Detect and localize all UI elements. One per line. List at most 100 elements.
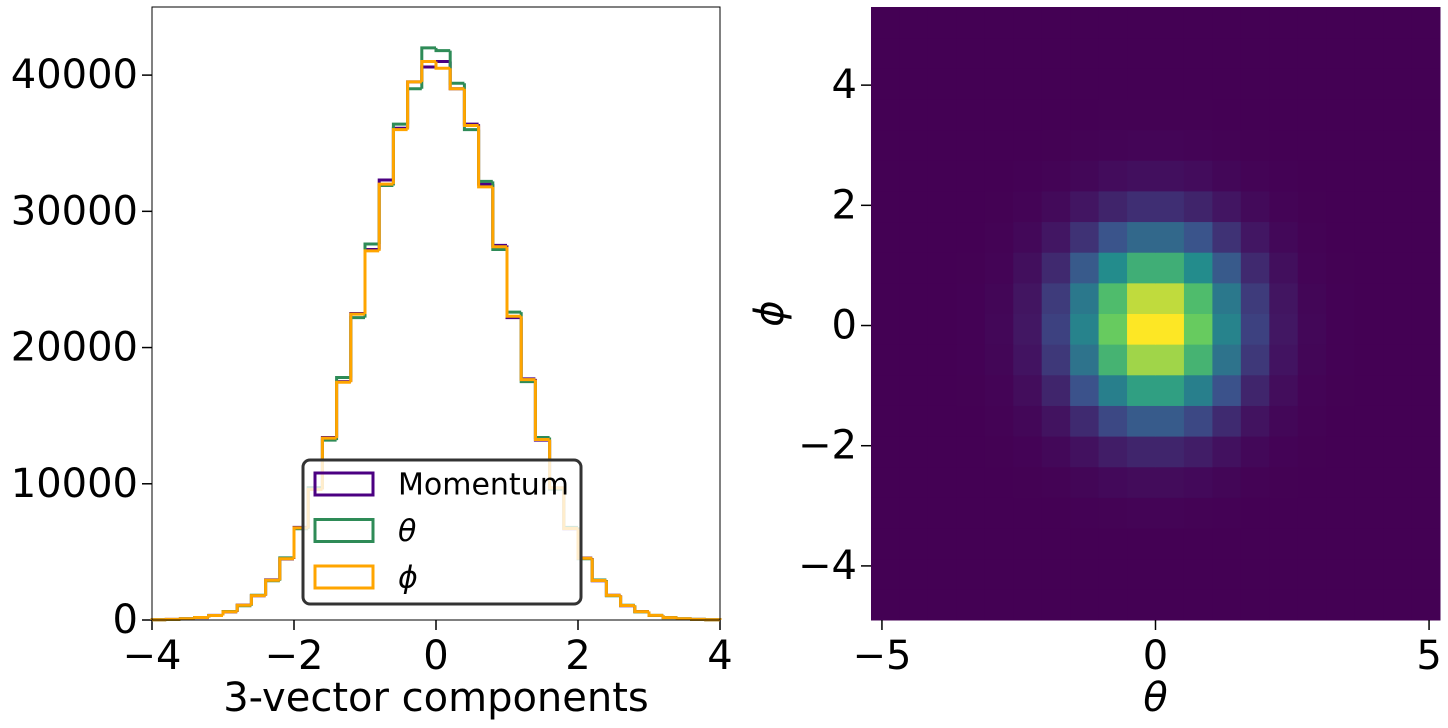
- heatmap-cell: [1013, 98, 1043, 131]
- heatmap-cell: [871, 466, 900, 498]
- heatmap-cell: [1297, 282, 1327, 314]
- histogram-step: [477, 124, 493, 186]
- heatmap-cell: [956, 405, 986, 437]
- heatmap-cell: [1297, 497, 1327, 529]
- heatmap-cell: [1297, 374, 1327, 406]
- heatmap-cell: [1269, 282, 1299, 314]
- heatmap-cell: [1155, 190, 1185, 223]
- heatmap-cell: [927, 466, 957, 498]
- heatmap-cell: [1155, 68, 1185, 100]
- heatmap-cell: [1326, 252, 1356, 284]
- heatmap-cell: [1326, 37, 1356, 69]
- legend-swatch: [313, 471, 375, 497]
- x-tick-label: 2: [565, 633, 590, 679]
- heatmap-cell: [1041, 129, 1071, 161]
- legend-label: θ: [398, 514, 416, 549]
- heatmap-cell: [956, 497, 986, 529]
- heatmap-cell: [1269, 190, 1299, 223]
- heatmap-cell: [1070, 497, 1100, 529]
- heatmap-cell: [1269, 68, 1299, 100]
- heatmap-cell: [1070, 252, 1100, 284]
- heatmap-cell: [1070, 68, 1100, 100]
- heatmap-cell: [956, 98, 986, 131]
- heatmap-cell: [1297, 466, 1327, 498]
- heatmap-cell: [1240, 37, 1270, 69]
- legend: Momentum θϕ: [301, 458, 583, 606]
- heatmap-cell: [899, 589, 929, 621]
- heatmap-cell: [1070, 589, 1100, 621]
- heatmap-cell: [1070, 129, 1100, 161]
- heatmap-cell: [1269, 98, 1299, 131]
- heatmap-cell: [1297, 190, 1327, 223]
- heatmap-cell: [1326, 282, 1356, 314]
- heatmap-cell: [1297, 7, 1327, 39]
- histogram-step: [462, 88, 479, 128]
- heatmap-cell: [1013, 497, 1043, 529]
- heatmap-cell: [927, 98, 957, 131]
- histogram-step: [519, 317, 536, 381]
- histogram-step: [207, 614, 223, 618]
- heatmap-cell: [1070, 313, 1100, 345]
- heatmap-cell: [1354, 528, 1384, 560]
- histogram-step: [391, 128, 408, 185]
- heatmap-cell: [1326, 558, 1356, 590]
- heatmap-cell: [956, 374, 986, 406]
- heatmap-cell: [1155, 252, 1185, 284]
- heatmap-cell: [1326, 313, 1356, 345]
- heatmap-cell: [1383, 313, 1413, 345]
- histogram-step: [619, 595, 635, 608]
- heatmap-cell: [1354, 98, 1384, 131]
- heatmap-cell: [1013, 589, 1043, 621]
- heatmap-cell: [1041, 436, 1071, 468]
- heatmap-cell: [1411, 160, 1441, 192]
- heatmap-cell: [1383, 497, 1413, 529]
- heatmap-cell: [956, 436, 986, 468]
- heatmap-cell: [1041, 160, 1071, 192]
- heatmap-cell: [1127, 129, 1156, 161]
- heatmap-cell: [1155, 221, 1185, 253]
- heatmap-cell: [927, 558, 957, 590]
- heatmap-cell: [871, 98, 900, 131]
- heatmap-cell: [1041, 344, 1071, 376]
- heatmap-cell: [1354, 436, 1384, 468]
- heatmap-cell: [1269, 374, 1299, 406]
- heatmap-cell: [1326, 497, 1356, 529]
- x-tick-label: 4: [707, 633, 732, 679]
- heatmap-cell: [1383, 68, 1413, 100]
- heatmap-cell: [1354, 7, 1384, 39]
- heatmap-cell: [927, 282, 957, 314]
- heatmap-cell: [1127, 436, 1156, 468]
- heatmap-cell: [984, 313, 1014, 345]
- heatmap-cell: [871, 344, 900, 376]
- heatmap-cell: [1098, 7, 1128, 39]
- heatmap-cell: [1269, 160, 1299, 192]
- heatmap-cell: [1326, 98, 1356, 131]
- heatmap-cell: [871, 374, 900, 406]
- heatmap-cell: [1098, 98, 1128, 131]
- heatmap-cell: [1127, 528, 1156, 560]
- heatmap-cell: [1013, 282, 1043, 314]
- heatmap-cell: [927, 344, 957, 376]
- heatmap-cell: [984, 190, 1014, 223]
- histogram-step: [235, 603, 252, 612]
- heatmap-cell: [1212, 344, 1242, 376]
- heatmap-cell: [956, 252, 986, 284]
- histogram-step: [278, 557, 294, 580]
- legend-label: ϕ: [398, 561, 418, 596]
- histogram-step: [519, 312, 536, 384]
- heatmap-cell: [1326, 7, 1356, 39]
- heatmap-cell: [1098, 528, 1128, 560]
- heatmap-cell: [899, 558, 929, 590]
- heatmap-cell: [1013, 558, 1043, 590]
- x-tick-label: −2: [265, 633, 324, 679]
- heatmap-cell: [871, 497, 900, 529]
- heatmap-cell: [1354, 68, 1384, 100]
- heatmap-cell: [1297, 129, 1327, 161]
- heatmap-cell: [1269, 405, 1299, 437]
- heatmap-cell: [1269, 37, 1299, 69]
- heatmap-cell: [1013, 129, 1043, 161]
- heatmap-cell: [871, 160, 900, 192]
- heatmap-cell: [984, 436, 1014, 468]
- heatmap-cell: [984, 405, 1014, 437]
- histogram-step: [363, 242, 380, 318]
